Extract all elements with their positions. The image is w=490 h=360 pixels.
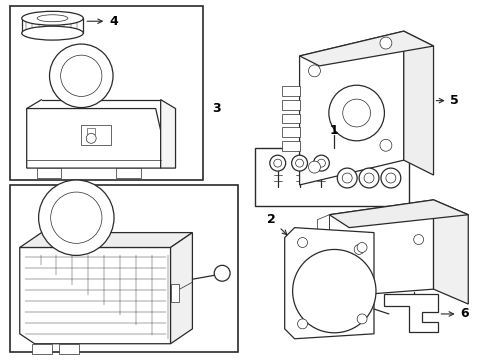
Bar xyxy=(10,185,238,352)
Circle shape xyxy=(39,180,114,255)
Polygon shape xyxy=(318,215,329,239)
Bar xyxy=(282,113,299,123)
Circle shape xyxy=(364,173,374,183)
Circle shape xyxy=(297,238,308,247)
Circle shape xyxy=(50,192,102,243)
Bar xyxy=(87,129,95,134)
Circle shape xyxy=(380,139,392,151)
Bar xyxy=(282,86,299,96)
Text: 3: 3 xyxy=(212,102,221,115)
Bar xyxy=(282,141,299,151)
Circle shape xyxy=(292,155,308,171)
Circle shape xyxy=(61,55,102,96)
Circle shape xyxy=(86,133,96,143)
Circle shape xyxy=(354,244,364,255)
Bar xyxy=(171,284,178,302)
Circle shape xyxy=(309,65,320,77)
Polygon shape xyxy=(285,228,374,339)
Bar xyxy=(282,100,299,109)
Circle shape xyxy=(270,155,286,171)
Polygon shape xyxy=(384,294,439,332)
Circle shape xyxy=(293,249,376,333)
Polygon shape xyxy=(299,31,434,66)
Circle shape xyxy=(297,319,308,329)
Text: 4: 4 xyxy=(87,15,118,28)
Circle shape xyxy=(318,159,325,167)
Circle shape xyxy=(314,155,329,171)
Polygon shape xyxy=(329,200,468,228)
Bar xyxy=(59,344,79,354)
Polygon shape xyxy=(171,233,193,344)
Polygon shape xyxy=(404,31,434,175)
Bar xyxy=(10,6,203,180)
Polygon shape xyxy=(20,247,171,344)
Ellipse shape xyxy=(37,15,68,22)
Bar xyxy=(81,125,111,145)
Circle shape xyxy=(381,168,401,188)
Polygon shape xyxy=(26,109,161,168)
Circle shape xyxy=(329,85,385,141)
Circle shape xyxy=(274,159,282,167)
Circle shape xyxy=(357,314,367,324)
Ellipse shape xyxy=(22,26,83,40)
Circle shape xyxy=(309,161,320,173)
Bar xyxy=(32,344,51,354)
Bar xyxy=(116,168,141,178)
Circle shape xyxy=(357,243,367,252)
Circle shape xyxy=(343,99,370,127)
Polygon shape xyxy=(20,233,193,247)
Circle shape xyxy=(359,168,379,188)
Circle shape xyxy=(49,44,113,108)
Bar xyxy=(282,127,299,137)
Circle shape xyxy=(337,168,357,188)
Bar xyxy=(37,168,61,178)
Bar xyxy=(255,148,409,206)
Polygon shape xyxy=(329,200,434,297)
Text: 1: 1 xyxy=(330,124,339,137)
Circle shape xyxy=(414,235,424,244)
Text: 5: 5 xyxy=(436,94,459,107)
Polygon shape xyxy=(161,100,175,168)
Circle shape xyxy=(386,173,396,183)
Polygon shape xyxy=(434,200,468,304)
Polygon shape xyxy=(299,31,404,185)
Circle shape xyxy=(380,37,392,49)
Circle shape xyxy=(342,173,352,183)
Circle shape xyxy=(214,265,230,281)
Text: 6: 6 xyxy=(441,307,469,320)
Ellipse shape xyxy=(22,11,83,25)
Circle shape xyxy=(295,159,303,167)
Text: 2: 2 xyxy=(268,213,287,235)
